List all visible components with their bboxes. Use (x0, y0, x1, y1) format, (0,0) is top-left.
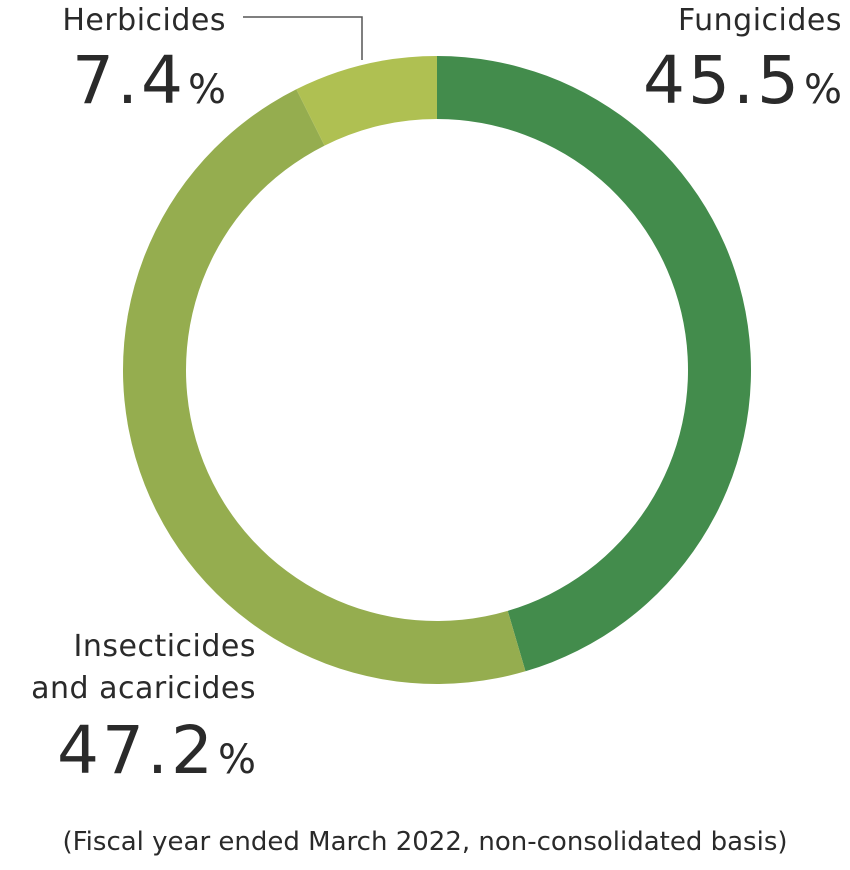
insecticides-value: 47.2% (31, 718, 256, 784)
chart-footnote: (Fiscal year ended March 2022, non-conso… (62, 827, 788, 857)
slice-fungicides (437, 56, 751, 672)
herbicides-label: Herbicides 7.4% (62, 6, 226, 114)
insecticides-value-unit: % (217, 737, 256, 783)
herbicides-name: Herbicides (62, 3, 226, 38)
insecticides-label: Insecticides and acaricides 47.2% (31, 632, 256, 784)
insecticides-value-number: 47.2 (57, 712, 216, 789)
insecticides-name-line1: Insecticides (73, 629, 256, 664)
donut-slices (122, 56, 751, 685)
herbicides-value-unit: % (187, 67, 226, 113)
herbicides-value-number: 7.4 (72, 42, 186, 119)
herbicides-value: 7.4% (62, 48, 226, 114)
herbicides-leader-line (243, 16, 363, 60)
fungicides-value: 45.5% (643, 48, 842, 114)
slice-herbicides (296, 56, 437, 146)
fungicides-value-number: 45.5 (643, 42, 802, 119)
slice-insecticides (122, 89, 526, 685)
fungicides-value-unit: % (803, 67, 842, 113)
fungicides-label: Fungicides 45.5% (643, 6, 842, 114)
insecticides-name-line2: and acaricides (31, 671, 256, 706)
fungicides-name: Fungicides (678, 3, 842, 38)
